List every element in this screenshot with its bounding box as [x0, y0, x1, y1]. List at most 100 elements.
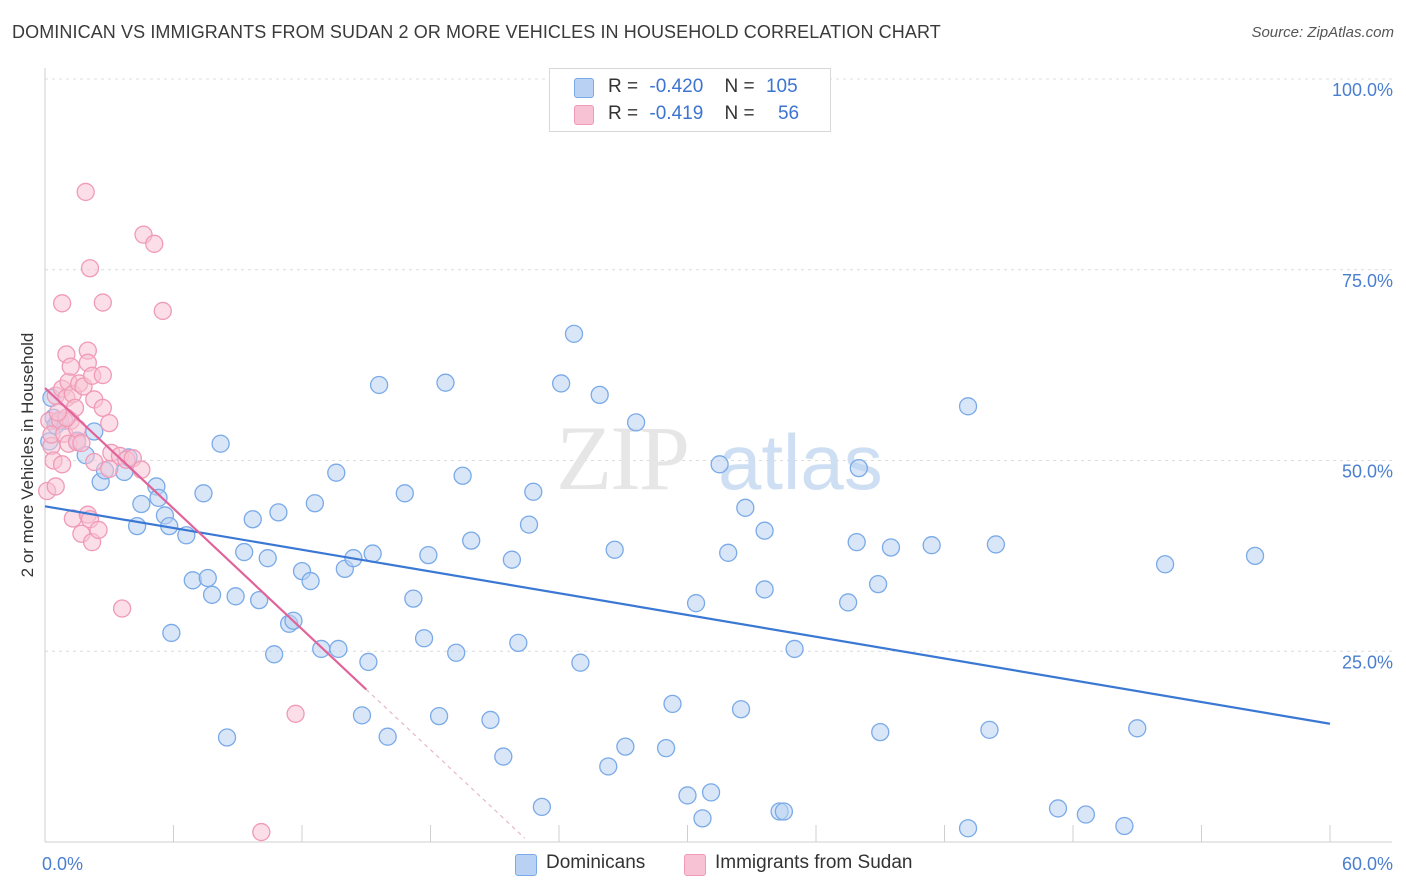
point-dominicans-52	[436, 373, 455, 392]
point-immigrants-from-sudan-8	[52, 294, 72, 313]
point-dominicans-30	[265, 645, 284, 664]
point-dominicans-53	[447, 643, 466, 662]
point-dominicans-50	[419, 545, 438, 565]
trend-lines	[44, 387, 1331, 839]
legend-n-label: N =	[724, 103, 755, 124]
point-immigrants-from-sudan-27	[76, 182, 95, 202]
point-immigrants-from-sudan-41	[100, 413, 119, 433]
point-dominicans-62	[532, 797, 552, 817]
legend-n-value: 56	[777, 103, 800, 124]
point-dominicans-90	[871, 722, 890, 742]
legend-r-value: -0.419	[649, 103, 704, 124]
point-dominicans-58	[502, 550, 522, 569]
point-dominicans-54	[453, 466, 472, 485]
point-dominicans-75	[693, 809, 712, 828]
point-dominicans-78	[719, 543, 738, 562]
series-immigrants-from-sudan	[37, 182, 305, 842]
point-immigrants-from-sudan-52	[286, 704, 305, 723]
point-dominicans-14	[149, 488, 168, 508]
correlation-legend: R = -0.420 N = 105 R = -0.419 N = 56	[549, 68, 831, 132]
tick-labels: 100.0% 75.0% 50.0% 25.0% 0.0% 60.0%	[42, 80, 1393, 874]
point-dominicans-56	[481, 710, 500, 730]
point-dominicans-74	[686, 594, 706, 613]
legend-r-label: R =	[608, 76, 639, 97]
chart-source: Source: ZipAtlas.com	[1251, 24, 1394, 41]
legend-r-value: -0.420	[649, 76, 704, 97]
point-dominicans-97	[1048, 799, 1068, 818]
point-immigrants-from-sudan-36	[85, 452, 104, 472]
point-immigrants-from-sudan-40	[93, 293, 112, 312]
point-dominicans-23	[211, 434, 230, 453]
trend-line-immigrants-from-sudan	[44, 387, 368, 691]
point-dominicans-80	[736, 498, 755, 517]
point-dominicans-77	[710, 455, 729, 474]
point-dominicans-22	[202, 585, 222, 604]
point-dominicans-27	[243, 510, 262, 529]
point-dominicans-21	[198, 568, 217, 588]
legend-n-value: 105	[765, 76, 798, 97]
point-immigrants-from-sudan-37	[89, 520, 108, 540]
legend-r-label: R =	[608, 103, 639, 124]
point-dominicans-101	[1155, 555, 1175, 574]
point-dominicans-26	[235, 542, 254, 562]
point-dominicans-47	[395, 484, 414, 503]
point-dominicans-68	[605, 540, 624, 559]
point-dominicans-51	[429, 706, 449, 726]
point-dominicans-64	[564, 324, 584, 343]
point-immigrants-from-sudan-51	[252, 822, 271, 842]
x-tick-label-0: 0.0%	[42, 854, 83, 874]
point-immigrants-from-sudan-5	[46, 477, 65, 496]
point-immigrants-from-sudan-44	[112, 599, 132, 618]
bottom-legend-swatch-dominicans	[515, 854, 537, 876]
point-immigrants-from-sudan-16	[61, 357, 80, 376]
y-tick-label-50: 50.0%	[1342, 462, 1393, 482]
y-tick-label-25: 25.0%	[1342, 652, 1393, 672]
bottom-legend-label-immigrants-from-sudan: Immigrants from Sudan	[715, 852, 913, 873]
point-dominicans-71	[656, 739, 676, 758]
point-dominicans-31	[269, 503, 288, 522]
point-dominicans-57	[494, 747, 513, 766]
point-dominicans-44	[363, 544, 382, 563]
point-dominicans-99	[1115, 816, 1134, 836]
point-dominicans-63	[551, 374, 571, 393]
point-dominicans-100	[1128, 719, 1147, 738]
point-immigrants-from-sudan-24	[72, 433, 91, 453]
point-dominicans-49	[414, 629, 434, 648]
trend-line-dominicans	[44, 505, 1331, 725]
point-dominicans-85	[785, 639, 804, 659]
point-dominicans-19	[183, 571, 202, 590]
chart-title: DOMINICAN VS IMMIGRANTS FROM SUDAN 2 OR …	[12, 22, 941, 42]
point-dominicans-55	[462, 531, 481, 550]
point-dominicans-45	[369, 375, 389, 395]
point-dominicans-6	[85, 422, 104, 441]
point-immigrants-from-sudan-9	[52, 455, 72, 474]
x-tick-label-60: 60.0%	[1342, 854, 1393, 874]
point-dominicans-12	[132, 494, 151, 514]
point-immigrants-from-sudan-50	[153, 301, 172, 321]
point-dominicans-91	[881, 538, 901, 557]
series-dominicans	[40, 324, 1265, 838]
point-dominicans-89	[868, 574, 888, 594]
point-dominicans-65	[571, 653, 590, 672]
point-immigrants-from-sudan-38	[93, 365, 112, 385]
point-immigrants-from-sudan-31	[80, 259, 100, 278]
point-dominicans-69	[616, 737, 635, 756]
point-dominicans-59	[509, 633, 528, 653]
point-dominicans-98	[1076, 805, 1095, 824]
point-immigrants-from-sudan-49	[145, 234, 164, 253]
point-dominicans-92	[922, 536, 941, 555]
point-dominicans-46	[378, 727, 397, 746]
point-dominicans-36	[305, 494, 325, 513]
point-dominicans-73	[678, 786, 697, 805]
point-dominicans-72	[663, 694, 682, 714]
point-dominicans-67	[599, 757, 618, 776]
point-dominicans-96	[986, 535, 1006, 554]
point-dominicans-43	[359, 652, 378, 672]
point-immigrants-from-sudan-55	[48, 403, 67, 422]
point-dominicans-35	[301, 571, 320, 591]
point-dominicans-87	[847, 532, 866, 552]
point-dominicans-66	[590, 385, 609, 405]
point-dominicans-93	[958, 397, 978, 416]
point-dominicans-42	[352, 706, 372, 725]
point-dominicans-102	[1245, 546, 1265, 566]
